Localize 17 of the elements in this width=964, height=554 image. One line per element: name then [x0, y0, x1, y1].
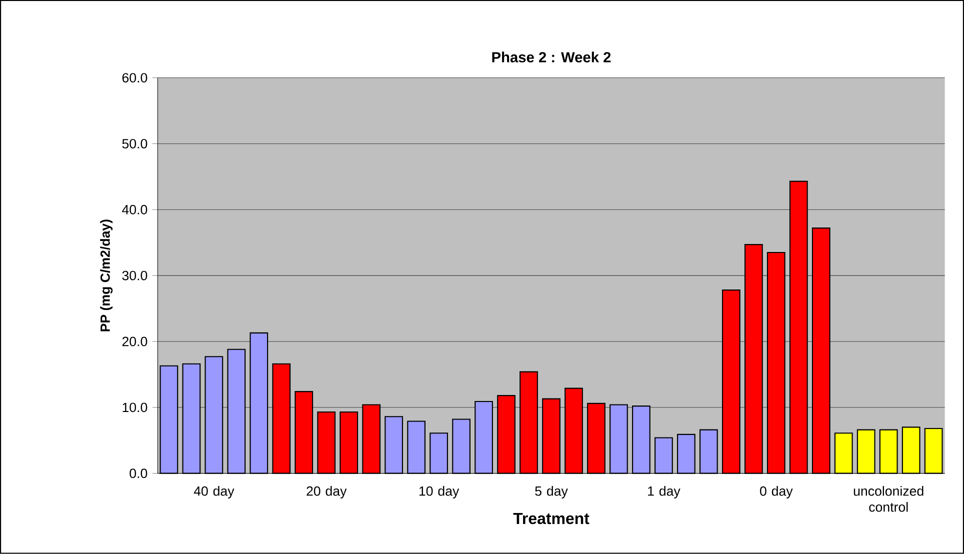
x-tick-label: 20 day	[306, 486, 347, 499]
y-tick-label: 50.0	[122, 139, 148, 149]
x-tick-label: 1 day	[648, 486, 680, 499]
y-tick-label: 60.0	[122, 73, 148, 83]
x-tick-label: 10 day	[419, 486, 460, 499]
x-tick-label: uncolonized control	[854, 486, 924, 512]
x-tick-label: 0 day	[760, 486, 793, 499]
y-tick-label: 30.0	[122, 270, 148, 280]
y-axis-title: PP (mg C/m2/day)	[100, 220, 113, 332]
x-tick-label: 5 day	[535, 486, 568, 499]
y-tick-label: 0.0	[130, 468, 148, 478]
y-tick-label: 40.0	[122, 205, 148, 214]
y-tick-label: 20.0	[122, 336, 148, 346]
x-axis-title: Treatment	[513, 513, 590, 524]
x-tick-label: 40 day	[194, 486, 234, 499]
y-tick-label: 10.0	[122, 402, 148, 412]
chart-title: Phase 2 : Week 2	[492, 52, 611, 63]
